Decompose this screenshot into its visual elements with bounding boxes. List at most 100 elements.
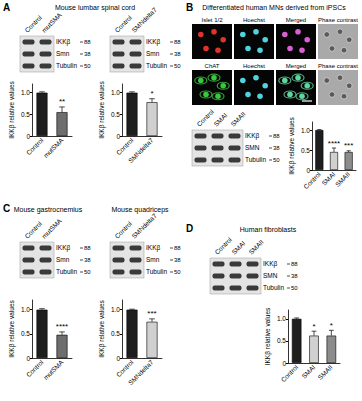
svg-text:ChAT: ChAT <box>205 63 220 69</box>
svg-text:0.5: 0.5 <box>301 147 310 154</box>
svg-text:0: 0 <box>116 355 120 362</box>
svg-text:50: 50 <box>174 63 181 69</box>
svg-text:Tubulin: Tubulin <box>245 156 266 163</box>
svg-text:1.0: 1.0 <box>111 89 120 96</box>
svg-text:*: * <box>312 322 315 331</box>
svg-text:Tubulin: Tubulin <box>56 268 77 275</box>
svg-text:38: 38 <box>84 51 91 57</box>
svg-text:88: 88 <box>84 245 91 251</box>
svg-text:1.0: 1.0 <box>277 315 286 322</box>
svg-text:0.5: 0.5 <box>277 337 286 344</box>
svg-text:88: 88 <box>174 39 181 45</box>
svg-text:****: **** <box>328 139 340 148</box>
svg-text:SMNdelta7: SMNdelta7 <box>127 358 155 386</box>
svg-text:Control: Control <box>23 220 43 240</box>
svg-text:SMNdelta7: SMNdelta7 <box>127 136 155 164</box>
svg-text:mutSMA: mutSMA <box>40 11 63 34</box>
svg-text:50: 50 <box>174 269 181 275</box>
svg-text:SMAII: SMAII <box>316 363 334 381</box>
svg-text:Mouse gastrocnemius: Mouse gastrocnemius <box>14 206 83 214</box>
svg-text:Control: Control <box>195 108 215 128</box>
svg-text:Smn: Smn <box>146 50 160 57</box>
svg-text:*: * <box>330 321 333 330</box>
svg-text:Tubulin: Tubulin <box>146 62 167 69</box>
svg-text:38: 38 <box>84 257 91 263</box>
svg-text:38: 38 <box>174 51 181 57</box>
svg-text:50: 50 <box>84 269 91 275</box>
svg-text:1.0: 1.0 <box>111 306 120 313</box>
svg-text:0: 0 <box>116 133 120 140</box>
svg-text:Control: Control <box>302 171 322 191</box>
svg-text:0: 0 <box>306 167 310 174</box>
svg-text:IKKβ relative values: IKKβ relative values <box>8 80 16 138</box>
svg-text:IKKβ relative values: IKKβ relative values <box>98 299 106 357</box>
svg-text:50: 50 <box>273 157 280 163</box>
svg-text:Hoechst: Hoechst <box>243 17 265 23</box>
svg-text:50: 50 <box>291 285 298 291</box>
svg-text:B: B <box>186 2 193 13</box>
svg-text:88: 88 <box>273 133 280 139</box>
svg-text:0: 0 <box>26 133 30 140</box>
svg-text:IKKβ relative values: IKKβ relative values <box>264 307 272 365</box>
svg-text:0.5: 0.5 <box>111 330 120 337</box>
svg-text:Differentiated human MNs deriv: Differentiated human MNs derived from iP… <box>202 4 346 11</box>
svg-text:Control: Control <box>213 236 233 256</box>
svg-text:SMAII: SMAII <box>247 238 265 256</box>
svg-text:Mouse quadriceps: Mouse quadriceps <box>111 206 169 214</box>
svg-text:IKKβ relative values: IKKβ relative values <box>8 299 16 357</box>
svg-text:0: 0 <box>282 360 286 367</box>
svg-text:SMNdelta7: SMNdelta7 <box>130 6 158 34</box>
svg-text:1.0: 1.0 <box>21 306 30 313</box>
svg-text:mutSMA: mutSMA <box>42 358 65 381</box>
svg-text:1.0: 1.0 <box>21 89 30 96</box>
svg-text:Smn: Smn <box>56 256 70 263</box>
svg-text:Control: Control <box>113 220 133 240</box>
svg-text:0.5: 0.5 <box>111 111 120 118</box>
svg-text:SMNdelta7: SMNdelta7 <box>130 212 158 240</box>
svg-text:1.0: 1.0 <box>301 127 310 134</box>
svg-text:IKKβ: IKKβ <box>245 132 259 140</box>
svg-text:38: 38 <box>273 145 280 151</box>
svg-text:Control: Control <box>113 14 133 34</box>
svg-text:SMN: SMN <box>245 144 260 151</box>
svg-text:0: 0 <box>26 355 30 362</box>
svg-text:mutSMA: mutSMA <box>40 217 63 240</box>
svg-text:SMAI: SMAI <box>300 363 316 379</box>
svg-text:50: 50 <box>84 63 91 69</box>
svg-text:Smn: Smn <box>146 256 160 263</box>
svg-text:Smn: Smn <box>56 50 70 57</box>
svg-text:Islet 1/2: Islet 1/2 <box>201 17 223 23</box>
svg-text:Hoechst: Hoechst <box>243 63 265 69</box>
svg-text:****: **** <box>56 322 68 331</box>
svg-text:Merged: Merged <box>286 17 306 23</box>
svg-text:SMN: SMN <box>263 272 278 279</box>
svg-text:Tubulin: Tubulin <box>146 268 167 275</box>
svg-text:Phase contrast: Phase contrast <box>318 63 358 69</box>
svg-text:mutSMA: mutSMA <box>42 136 65 159</box>
svg-text:***: *** <box>344 141 353 150</box>
svg-text:Tubulin: Tubulin <box>263 284 284 291</box>
svg-text:IKKβ: IKKβ <box>146 244 160 252</box>
svg-text:88: 88 <box>174 245 181 251</box>
svg-text:0.5: 0.5 <box>21 330 30 337</box>
svg-text:Human fibroblasts: Human fibroblasts <box>240 226 297 233</box>
svg-text:D: D <box>186 223 193 234</box>
svg-text:38: 38 <box>291 273 298 279</box>
svg-text:C: C <box>3 203 10 214</box>
svg-text:IKKβ: IKKβ <box>146 38 160 46</box>
svg-text:Mouse lumbar spinal cord: Mouse lumbar spinal cord <box>55 4 135 12</box>
svg-text:38: 38 <box>174 257 181 263</box>
svg-text:IKKβ relative values: IKKβ relative values <box>98 80 106 138</box>
svg-text:Control: Control <box>279 364 299 384</box>
svg-text:A: A <box>3 2 10 13</box>
svg-text:SMAI: SMAI <box>230 239 246 255</box>
svg-text:IKKβ: IKKβ <box>56 244 70 252</box>
svg-text:88: 88 <box>291 261 298 267</box>
svg-text:Control: Control <box>23 14 43 34</box>
svg-text:*: * <box>150 89 153 98</box>
svg-text:***: *** <box>147 309 156 318</box>
svg-text:SMAII: SMAII <box>229 110 247 128</box>
svg-text:IKKβ: IKKβ <box>56 38 70 46</box>
svg-text:SMAI: SMAI <box>212 111 228 127</box>
svg-text:Phase contrast: Phase contrast <box>318 17 358 23</box>
